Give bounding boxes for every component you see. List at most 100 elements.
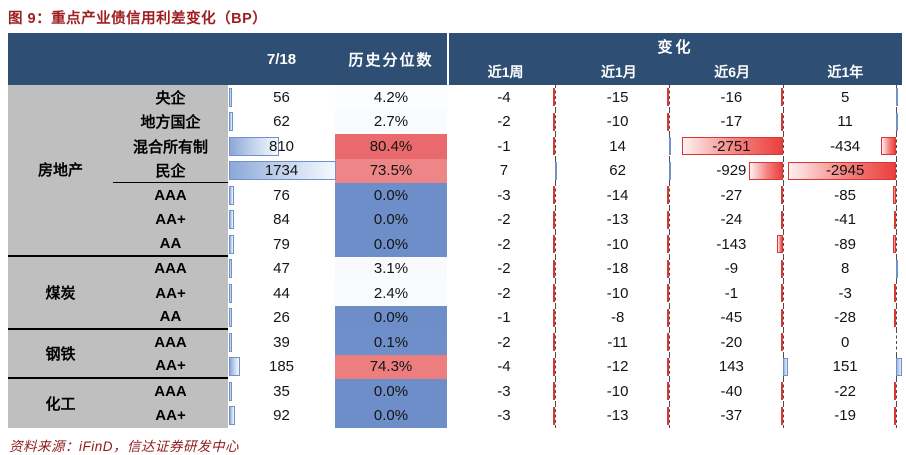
negative-change-bar xyxy=(780,112,783,131)
value-cell: 1734 xyxy=(228,159,336,184)
change-text: 0 xyxy=(840,333,850,351)
value-cell: 810 xyxy=(228,134,335,159)
group-cell: 煤炭 xyxy=(8,256,113,330)
percentile-cell: 0.0% xyxy=(335,207,447,232)
change-cell: -9 xyxy=(675,256,789,282)
positive-change-bar xyxy=(668,137,671,156)
change-text: -3 xyxy=(838,284,852,302)
change-text: -10 xyxy=(606,284,629,302)
value-bar xyxy=(229,381,232,401)
change-text: -28 xyxy=(834,309,856,327)
value-cell: 84 xyxy=(228,208,335,233)
change-cell: -2 xyxy=(447,207,561,233)
change-cell: -45 xyxy=(675,305,789,331)
change-cell: -2945 xyxy=(788,158,902,184)
change-text: -24 xyxy=(720,211,743,229)
value-cell: 76 xyxy=(228,183,335,208)
percentile-cell: 74.3% xyxy=(335,354,447,379)
negative-change-bar xyxy=(553,406,556,425)
value-text: 76 xyxy=(273,186,290,204)
sub-label-cell: AA xyxy=(113,232,228,257)
percentile-text: 0.0% xyxy=(373,211,409,229)
negative-change-bar xyxy=(666,284,669,303)
percentile-cell: 0.0% xyxy=(335,403,447,428)
change-cell: 151 xyxy=(788,354,902,380)
change-cell: -20 xyxy=(675,330,789,355)
change-cell: -1 xyxy=(447,134,561,159)
change-text: -11 xyxy=(607,333,628,351)
change-cell: -13 xyxy=(561,403,675,429)
change-cell: -2 xyxy=(447,232,561,257)
change-text: -2 xyxy=(497,235,511,253)
value-bar xyxy=(229,259,232,279)
percentile-cell: 0.0% xyxy=(335,305,447,330)
change-text: -22 xyxy=(834,382,856,400)
change-text: -16 xyxy=(720,88,743,106)
change-text: -10 xyxy=(606,235,629,253)
negative-change-bar xyxy=(788,161,897,180)
negative-change-bar xyxy=(894,284,897,303)
change-text: -17 xyxy=(720,113,743,131)
negative-change-bar xyxy=(553,235,556,254)
change-text: 62 xyxy=(609,162,626,180)
data-table: 7/18 历史分位数 变化 近1周 近1月 近6月 近1年 房地产 央企 56 4.2… xyxy=(8,33,902,428)
value-cell: 39 xyxy=(228,330,335,355)
change-cell: -14 xyxy=(561,183,675,208)
change-text: -434 xyxy=(830,137,861,155)
percentile-cell: 73.5% xyxy=(335,158,447,183)
change-text: -1 xyxy=(497,137,511,155)
change-text: -143 xyxy=(716,235,747,253)
value-cell: 62 xyxy=(228,110,335,135)
value-bar xyxy=(229,87,233,107)
change-text: -8 xyxy=(610,309,625,327)
change-cell: -85 xyxy=(788,183,902,208)
table-body: 房地产 央企 56 4.2% -4 -15 -16 5 地方国企 62 2.7% -2 -10 -17 11… xyxy=(8,85,902,428)
change-text: 8 xyxy=(840,260,850,278)
change-cell: 7 xyxy=(447,158,561,184)
change-cell: -37 xyxy=(675,403,789,429)
header-change-label: 变化 xyxy=(657,38,694,56)
change-cell: -22 xyxy=(788,379,902,404)
positive-change-bar xyxy=(896,259,899,278)
change-cell: -1 xyxy=(675,281,789,306)
change-text: -27 xyxy=(720,186,743,204)
change-cell: -143 xyxy=(675,232,789,257)
percentile-cell: 0.0% xyxy=(335,379,447,404)
change-text: -2945 xyxy=(825,162,865,180)
sub-label-cell: 混合所有制 xyxy=(113,134,228,159)
value-bar xyxy=(229,283,232,303)
change-text: -37 xyxy=(720,407,743,425)
change-cell: -15 xyxy=(561,85,675,110)
change-text: -929 xyxy=(716,162,747,180)
percentile-cell: 0.1% xyxy=(335,330,447,355)
value-bar xyxy=(229,161,336,181)
negative-change-bar xyxy=(893,186,897,205)
negative-change-bar xyxy=(893,235,897,254)
value-text: 92 xyxy=(273,407,290,425)
negative-change-bar xyxy=(666,186,669,205)
value-cell: 26 xyxy=(228,306,335,331)
header-col-1m: 近1月 xyxy=(600,64,637,80)
negative-change-bar xyxy=(553,137,556,156)
negative-change-bar xyxy=(666,235,669,254)
change-text: -10 xyxy=(606,113,629,131)
change-text: -3 xyxy=(497,382,511,400)
header-change-subcols: 近1周 近1月 近6月 近1年 xyxy=(449,59,902,85)
value-cell: 79 xyxy=(228,232,335,257)
negative-change-bar xyxy=(780,186,783,205)
value-text: 56 xyxy=(273,88,290,106)
change-cell: -929 xyxy=(675,158,789,184)
negative-change-bar xyxy=(894,308,897,327)
percentile-text: 0.0% xyxy=(373,186,409,204)
percentile-cell: 3.1% xyxy=(335,256,447,281)
change-text: -2 xyxy=(497,260,511,278)
percentile-text: 80.4% xyxy=(369,137,413,155)
change-text: -14 xyxy=(606,186,629,204)
negative-change-bar xyxy=(553,88,556,107)
value-text: 39 xyxy=(273,333,290,351)
change-cell: -2751 xyxy=(675,134,789,159)
header-date: 7/18 xyxy=(266,50,297,68)
negative-change-bar xyxy=(780,333,783,352)
change-text: 143 xyxy=(718,358,744,376)
change-text: -4 xyxy=(497,88,511,106)
